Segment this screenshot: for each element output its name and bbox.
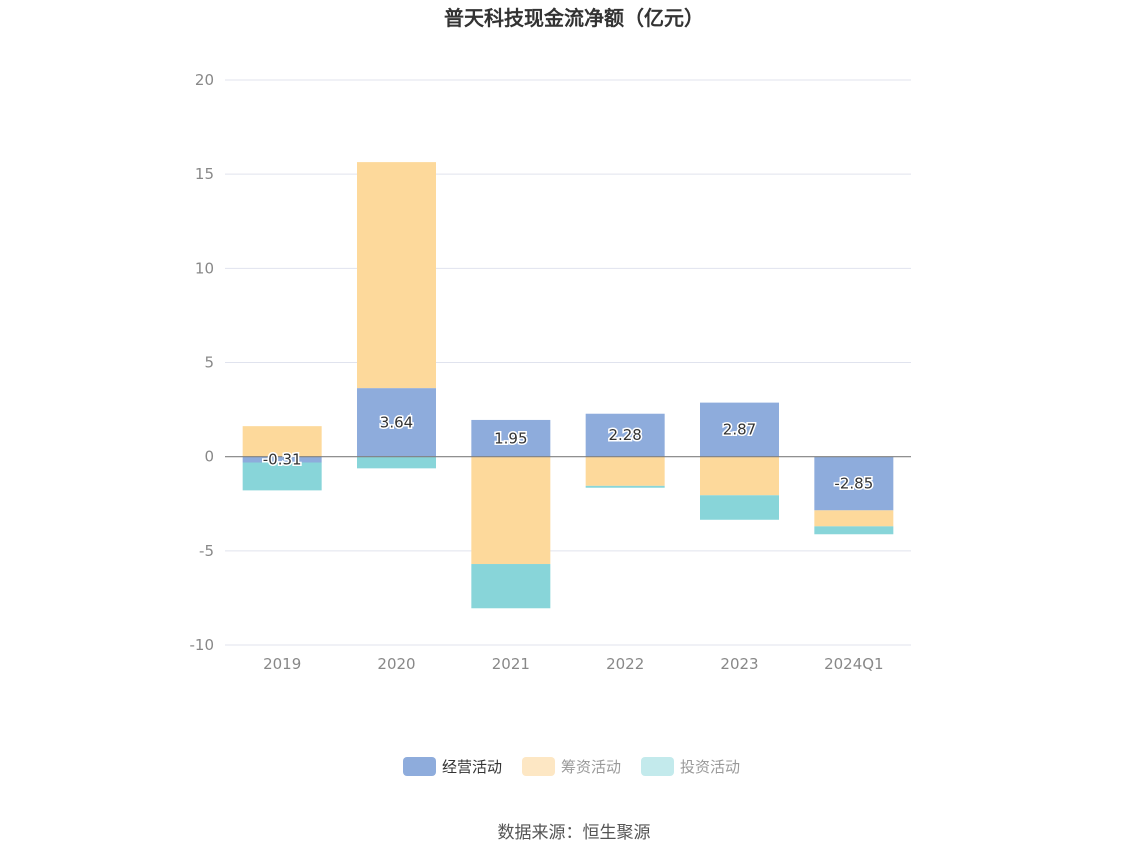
legend-item[interactable]: 经营活动 xyxy=(403,757,502,776)
investing-bar[interactable] xyxy=(471,564,551,609)
investing-bar[interactable] xyxy=(242,462,322,491)
operating-bar[interactable] xyxy=(357,388,436,457)
operating-bar[interactable] xyxy=(585,413,665,457)
legend-item[interactable]: 筹资活动 xyxy=(522,757,621,776)
financing-bar[interactable] xyxy=(242,426,322,457)
financing-bar[interactable] xyxy=(357,162,436,389)
investing-bar[interactable] xyxy=(585,485,665,488)
data-label: 2.87 xyxy=(723,421,756,439)
legend-swatch xyxy=(522,757,555,776)
x-tick-label: 2020 xyxy=(377,655,415,673)
financing-bar[interactable] xyxy=(814,510,894,527)
financing-bar[interactable] xyxy=(585,456,665,486)
operating-bar[interactable] xyxy=(700,402,779,457)
x-tick-label: 2021 xyxy=(492,655,530,673)
legend-swatch xyxy=(641,757,674,776)
data-labels: -0.31 3.64 1.95 2.28 2.87 -2.85 xyxy=(261,412,874,494)
legend-label: 筹资活动 xyxy=(561,758,621,776)
operating-bar[interactable] xyxy=(242,456,322,463)
legend-label: 投资活动 xyxy=(680,758,740,776)
data-label: -2.85 xyxy=(834,475,873,493)
investing-bar[interactable] xyxy=(700,495,779,520)
x-tick-label: 2023 xyxy=(720,655,758,673)
x-axis: 2019 2020 2021 2022 2023 2024Q1 xyxy=(263,655,884,673)
data-label: -0.31 xyxy=(263,451,302,469)
data-label: 1.95 xyxy=(494,429,527,447)
source-text: 数据来源：恒生聚源 xyxy=(498,823,651,843)
legend-label: 经营活动 xyxy=(442,758,502,776)
financing-bar[interactable] xyxy=(700,456,779,496)
y-tick-label: -5 xyxy=(199,542,214,560)
data-label: 2.28 xyxy=(608,426,641,444)
legend-swatch xyxy=(403,757,436,776)
y-tick-label: -10 xyxy=(190,636,215,654)
operating-bar[interactable] xyxy=(471,419,551,457)
investing-bar[interactable] xyxy=(357,456,436,469)
financing-bar[interactable] xyxy=(471,456,551,565)
x-tick-label: 2019 xyxy=(263,655,301,673)
y-tick-label: 10 xyxy=(195,259,214,277)
grid xyxy=(225,79,911,646)
x-tick-label: 2024Q1 xyxy=(824,655,884,673)
data-label: 3.64 xyxy=(380,413,413,431)
bars xyxy=(242,162,894,609)
y-tick-label: 5 xyxy=(204,354,214,372)
x-tick-label: 2022 xyxy=(606,655,644,673)
y-tick-label: 0 xyxy=(204,448,214,466)
legend[interactable]: 经营活动 筹资活动 投资活动 xyxy=(403,757,740,776)
chart-title: 普天科技现金流净额（亿元） xyxy=(444,6,704,30)
y-tick-label: 20 xyxy=(195,71,214,89)
y-axis: 20 15 10 5 0 -5 -10 xyxy=(190,71,215,654)
legend-item[interactable]: 投资活动 xyxy=(641,757,740,776)
y-tick-label: 15 xyxy=(195,165,214,183)
operating-bar[interactable] xyxy=(814,456,894,511)
investing-bar[interactable] xyxy=(814,526,894,535)
